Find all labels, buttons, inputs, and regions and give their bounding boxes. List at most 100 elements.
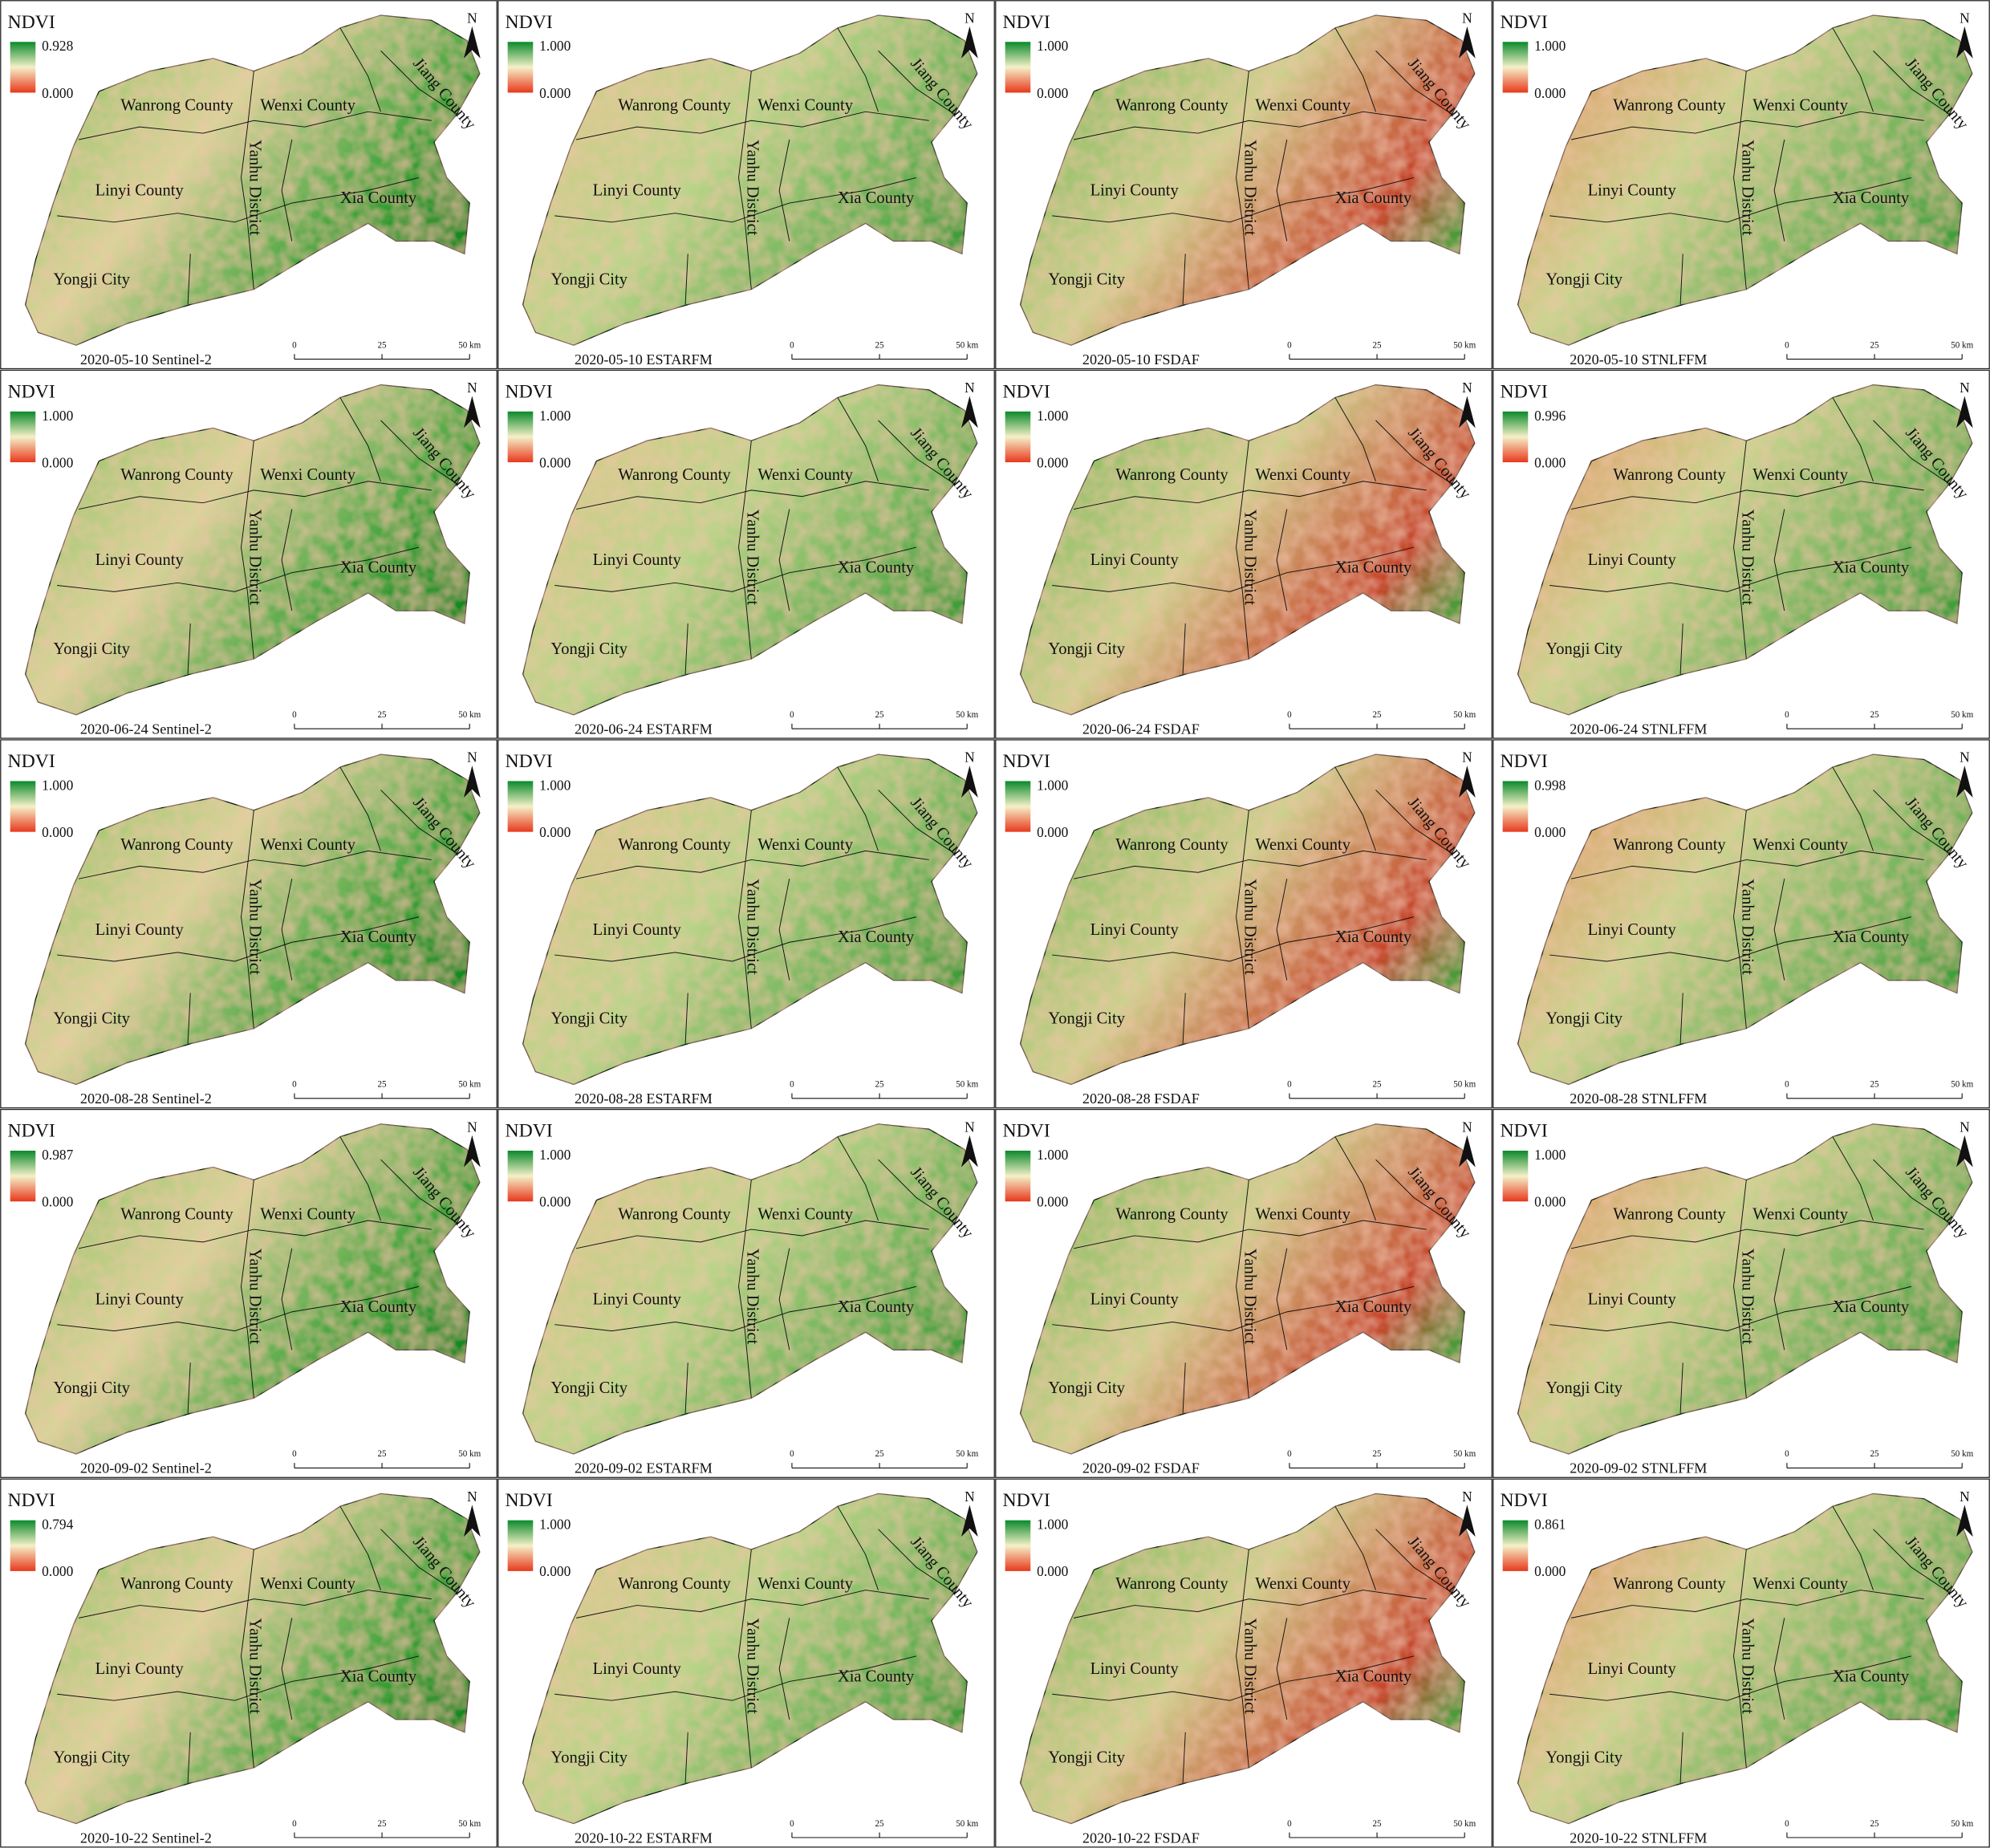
map-area: [522, 753, 978, 1086]
scale-label: 50 km: [458, 1080, 481, 1090]
county-boundary: [1679, 623, 1683, 675]
county-boundary: [1570, 850, 1924, 879]
county-boundary: [1073, 111, 1427, 140]
scale-bar: [1786, 723, 1963, 729]
scale-label: 50 km: [1951, 1449, 1973, 1459]
county-label: Wanrong County: [120, 836, 234, 854]
scale-label: 50 km: [956, 340, 978, 350]
north-arrow: [463, 26, 481, 59]
county-boundary: [684, 623, 688, 675]
county-boundary: [778, 1248, 790, 1350]
county-boundary: [380, 420, 457, 485]
county-boundary: [1549, 177, 1912, 223]
county-label: Wenxi County: [1752, 1205, 1848, 1223]
county-boundary: [1276, 139, 1288, 242]
county-boundary: [1276, 1618, 1288, 1720]
county-boundary: [380, 1529, 457, 1594]
legend-max: 0.996: [1534, 408, 1566, 424]
legend-min: 0.000: [1534, 1564, 1566, 1579]
county-boundary: [1570, 111, 1924, 140]
county-label: Xia County: [1335, 1667, 1412, 1685]
county-label: Yanhu District: [1739, 510, 1756, 606]
county-boundary: [78, 481, 432, 510]
scale-label: 25: [378, 1449, 388, 1459]
scale-label: 25: [1373, 340, 1383, 350]
county-label: Yanhu District: [744, 140, 761, 236]
scale-label: 0: [790, 1449, 794, 1459]
legend-ramp: [1502, 42, 1529, 93]
north-label: N: [1960, 10, 1970, 26]
scale-label: 25: [1373, 710, 1383, 720]
scale-label: 0: [1785, 1819, 1789, 1829]
county-boundary: [281, 509, 293, 611]
county-boundary: [281, 139, 293, 242]
north-label: N: [1960, 750, 1970, 766]
caption: 2020-06-24 Sentinel-2: [80, 721, 212, 737]
county-boundary: [1182, 1363, 1186, 1414]
county-label: Wenxi County: [1255, 1205, 1350, 1223]
county-boundary: [1679, 1363, 1683, 1414]
county-label: Linyi County: [95, 1660, 185, 1678]
north-arrow: [960, 396, 978, 428]
scale-bar: [1786, 1093, 1963, 1099]
map-panel: NDVI 0.987 0.000 Wanrong County Wenxi County…: [0, 1108, 497, 1478]
county-label: Linyi County: [593, 551, 682, 569]
legend-title: NDVI: [1500, 751, 1547, 772]
county-boundary: [1773, 879, 1785, 981]
county-label: Yongji City: [550, 1009, 627, 1027]
north-arrow: [960, 1135, 978, 1168]
county-label: Yanhu District: [1241, 1618, 1259, 1714]
county-label: Yanhu District: [246, 140, 264, 236]
county-boundary: [1375, 1529, 1452, 1594]
map-area: [522, 384, 978, 716]
legend-title: NDVI: [7, 1490, 55, 1511]
county-label: Yongji City: [1048, 640, 1125, 658]
county-boundary: [187, 254, 191, 305]
scale-label: 50 km: [956, 1449, 978, 1459]
county-label: Xia County: [1335, 559, 1412, 577]
caption: 2020-09-02 ESTARFM: [575, 1460, 713, 1476]
county-boundary: [1073, 1590, 1427, 1619]
county-boundary: [1276, 509, 1288, 611]
legend-min: 0.000: [42, 825, 73, 840]
north-label: N: [1960, 1119, 1970, 1135]
county-boundary: [1334, 1505, 1376, 1590]
legend-title: NDVI: [505, 1121, 552, 1142]
county-label: Linyi County: [1090, 921, 1180, 939]
scale-label: 25: [875, 1449, 885, 1459]
map-area: [1019, 384, 1476, 716]
county-label: Wanrong County: [618, 1205, 731, 1223]
legend-title: NDVI: [7, 1121, 55, 1142]
county-boundary: [878, 1159, 955, 1224]
county-label: Yanhu District: [744, 1618, 761, 1714]
county-label: Wanrong County: [1613, 1205, 1726, 1223]
scale-label: 50 km: [1951, 1819, 1973, 1829]
county-label: Wanrong County: [1115, 97, 1229, 115]
county-label: Yongji City: [550, 640, 627, 658]
county-label: Yongji City: [1048, 1009, 1125, 1027]
scale-bar: [791, 1093, 968, 1099]
legend-min: 0.000: [1037, 86, 1068, 101]
county-boundary: [1375, 1159, 1452, 1224]
county-label: Wenxi County: [1752, 836, 1848, 854]
legend-min: 0.000: [539, 1564, 571, 1579]
map-area: [1019, 753, 1476, 1086]
legend-max: 0.928: [42, 39, 73, 54]
county-label: Yanhu District: [246, 879, 264, 975]
county-label: Yongji City: [1048, 1379, 1125, 1397]
scale-label: 25: [1870, 340, 1880, 350]
scale-bar: [294, 723, 470, 729]
county-label: Yongji City: [1545, 1379, 1622, 1397]
scale-label: 50 km: [1453, 1080, 1476, 1090]
caption: 2020-05-10 ESTARFM: [575, 351, 713, 368]
north-arrow: [960, 1505, 978, 1537]
county-label: Wenxi County: [260, 466, 355, 484]
county-boundary: [241, 1180, 254, 1399]
county-boundary: [1873, 1159, 1950, 1224]
county-label: Yanhu District: [744, 1249, 761, 1345]
county-boundary: [1679, 993, 1683, 1044]
legend-min: 0.000: [42, 86, 73, 101]
scale-label: 0: [292, 1080, 297, 1090]
county-boundary: [1733, 71, 1747, 290]
county-boundary: [837, 397, 879, 481]
